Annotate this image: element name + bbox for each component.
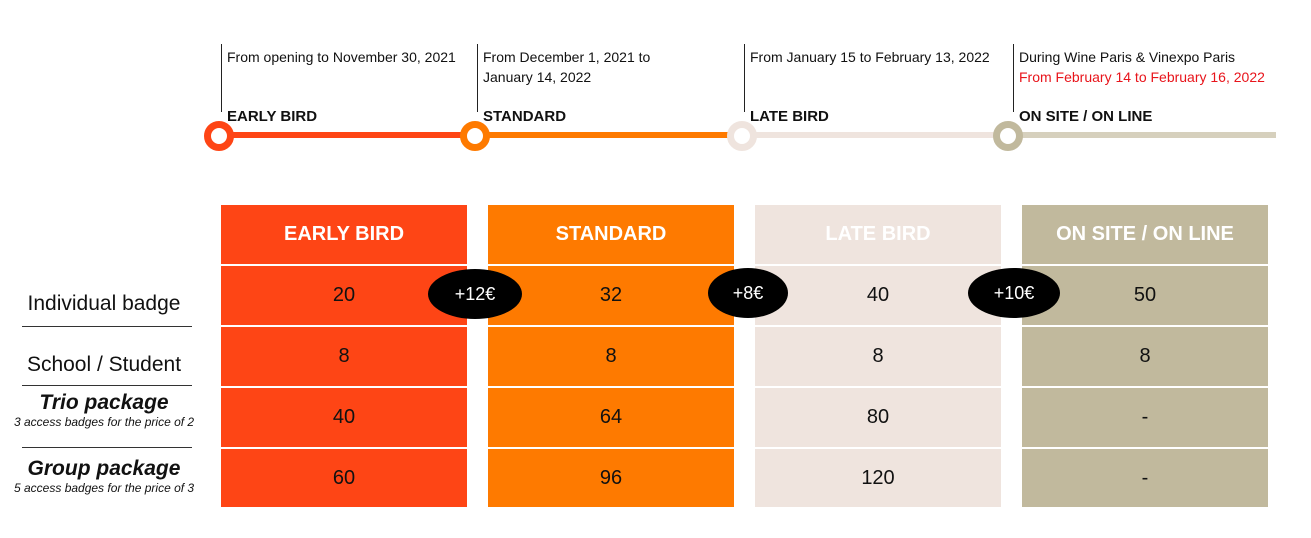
timeline-marker-standard	[477, 44, 478, 112]
row-divider	[22, 326, 192, 327]
row-label-individual-badge: Individual badge	[14, 292, 194, 316]
timeline-dot-early-bird	[204, 121, 234, 151]
price-cell: 96	[488, 447, 734, 507]
row-label-group-package: Group package 5 access badges for the pr…	[14, 457, 194, 495]
price-column-on-site: ON SITE / ON LINE 50 8 - -	[1022, 205, 1268, 507]
period-late-bird: From January 15 to February 13, 2022	[750, 49, 990, 65]
timeline-marker-early-bird	[221, 44, 222, 112]
price-cell: 8	[1022, 325, 1268, 386]
row-label-text: Trio package	[39, 391, 169, 414]
timeline-dot-late-bird	[727, 121, 757, 151]
timeline-segment-standard	[478, 132, 745, 138]
price-cell: -	[1022, 447, 1268, 507]
price-cell: 80	[755, 386, 1001, 447]
row-divider	[22, 447, 192, 448]
timeline-dot-on-site	[993, 121, 1023, 151]
price-cell: 50	[1022, 264, 1268, 325]
price-column-standard: STANDARD 32 8 64 96	[488, 205, 734, 507]
phase-label-late-bird: LATE BIRD	[750, 108, 829, 125]
phase-label-on-site: ON SITE / ON LINE	[1019, 108, 1153, 125]
row-label-note: 3 access badges for the price of 2	[14, 415, 195, 429]
price-cell: 8	[221, 325, 467, 386]
column-header-late-bird: LATE BIRD	[825, 223, 931, 245]
price-cell: 64	[488, 386, 734, 447]
price-cell: 40	[755, 264, 1001, 325]
price-cell: 8	[488, 325, 734, 386]
row-label-text: Group package	[27, 457, 181, 480]
timeline-segment-late-bird	[745, 132, 1013, 138]
row-label-note: 5 access badges for the price of 3	[14, 481, 195, 495]
price-cell: 32	[488, 264, 734, 325]
column-header-standard: STANDARD	[555, 223, 667, 245]
timeline-segment-on-site	[1013, 132, 1276, 138]
increment-badge-late-bird: +8€	[708, 268, 788, 318]
phase-label-early-bird: EARLY BIRD	[227, 108, 318, 125]
price-cell: 120	[755, 447, 1001, 507]
phase-label-standard: STANDARD	[483, 108, 567, 125]
row-label-school-student: School / Student	[14, 353, 194, 377]
period-standard-line1: From December 1, 2021 to	[483, 49, 651, 65]
price-column-late-bird: LATE BIRD 40 8 80 120	[755, 205, 1001, 507]
increment-badge-on-site: +10€	[968, 268, 1060, 318]
price-column-early-bird: EARLY BIRD 20 8 40 60	[221, 205, 467, 507]
row-label-trio-package: Trio package 3 access badges for the pri…	[14, 391, 194, 429]
timeline-marker-on-site	[1013, 44, 1014, 112]
timeline-marker-late-bird	[744, 44, 745, 112]
price-cell: 20	[221, 264, 467, 325]
period-standard: From December 1, 2021 to January 14, 202…	[483, 47, 650, 87]
price-cell: -	[1022, 386, 1268, 447]
timeline-dot-standard	[460, 121, 490, 151]
period-early-bird: From opening to November 30, 2021	[227, 49, 456, 65]
period-on-site-line1: During Wine Paris & Vinexpo Paris	[1019, 49, 1236, 65]
timeline-segment-early-bird	[222, 132, 478, 138]
row-label-text: Individual badge	[27, 292, 181, 315]
column-header-early-bird: EARLY BIRD	[283, 223, 405, 245]
period-on-site-line2: From February 14 to February 16, 2022	[1019, 69, 1265, 85]
period-on-site: During Wine Paris & Vinexpo Paris From F…	[1019, 47, 1265, 87]
period-standard-line2: January 14, 2022	[483, 69, 592, 85]
price-cell: 60	[221, 447, 467, 507]
price-cell: 40	[221, 386, 467, 447]
increment-badge-standard: +12€	[428, 269, 522, 319]
row-divider	[22, 385, 192, 386]
row-label-text: School / Student	[26, 353, 182, 376]
price-cell: 8	[755, 325, 1001, 386]
column-header-on-site: ON SITE / ON LINE	[1056, 223, 1234, 245]
